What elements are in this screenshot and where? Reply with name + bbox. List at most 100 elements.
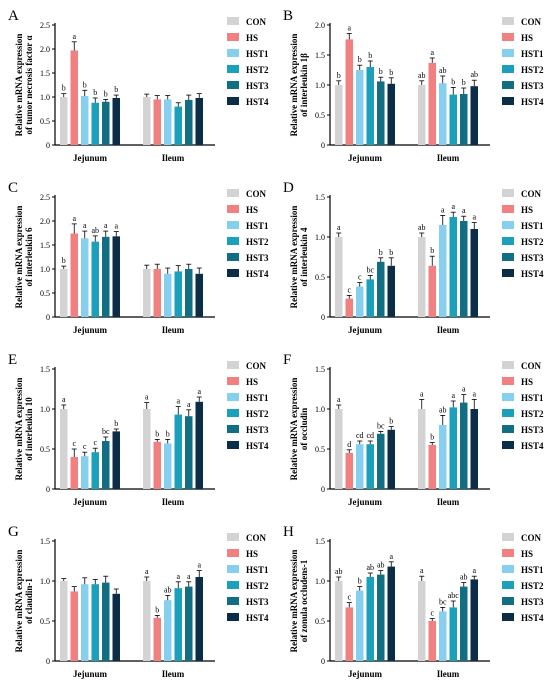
panel-g-category-label: Ileum (162, 669, 185, 679)
panel-f-significance-letter: cd (366, 431, 374, 440)
panel-e-legend-swatch (227, 377, 239, 385)
panel-h-bar (377, 574, 385, 661)
panel-e-legend-label: HS (246, 377, 258, 387)
panel-b-bar (460, 94, 468, 145)
panel-g-legend-swatch (227, 533, 239, 541)
panel-f-legend-swatch (502, 441, 514, 449)
panel-d-bar (335, 237, 343, 317)
panel-d-bar (460, 221, 468, 317)
panel-e-significance-letter: a (176, 397, 180, 406)
panel-e-significance-letter: c (83, 442, 87, 451)
panel-d-bar (366, 279, 374, 317)
panel-c-ytick-label: 0.5 (40, 289, 50, 298)
panel-f-ylabel-line: of occludin (299, 408, 309, 450)
panel-e-ytick-label: 1.0 (40, 405, 50, 414)
panel-e-significance-letter: b (166, 429, 170, 438)
panel-c-legend-swatch (227, 189, 239, 197)
panel-e-bar (143, 409, 151, 489)
panel-c-ylabel-line: of interleukin 6 (24, 227, 34, 287)
panel-f-significance-letter: a (337, 395, 341, 404)
panel-a-category-label: Ileum (162, 153, 185, 163)
panel-g-legend-swatch (227, 565, 239, 573)
panel-b-bar (387, 83, 395, 145)
panel-f-ytick-label: 0.5 (315, 445, 325, 454)
panel-h-ylabel: Relative mRNA expressionof zonula occlud… (289, 550, 309, 653)
panel-h-significance-letter: bc (439, 597, 447, 606)
panel-b-significance-letter: ab (418, 71, 426, 80)
panel-h-legend-swatch (502, 565, 514, 573)
panel-g-legend-swatch (227, 613, 239, 621)
panel-g-significance-letter: a (187, 572, 191, 581)
panel-a-significance-letter: b (104, 89, 108, 98)
panel-c-ytick-label: 1.5 (40, 241, 50, 250)
panel-d-significance-letter: b (430, 246, 434, 255)
panel-c-significance-letter: a (72, 214, 76, 223)
panel-f-letter: F (283, 352, 291, 368)
panel-a-legend-swatch (227, 49, 239, 57)
panel-f-ylabel: Relative mRNA expressionof occludin (289, 378, 309, 481)
panel-b-significance-letter: b (389, 68, 393, 77)
panel-a-legend-label: HST1 (246, 49, 269, 59)
panel-a-significance-letter: b (62, 84, 66, 93)
panel-h-category-label: Ileum (437, 669, 460, 679)
panel-e-bar (81, 456, 89, 489)
panel-g-bar (185, 586, 193, 661)
panel-a-legend-swatch (227, 81, 239, 89)
panel-g-bar (91, 584, 99, 661)
panel-d-bar (439, 225, 447, 317)
panel-g-bar (112, 593, 120, 661)
panel-c-bar (81, 238, 89, 317)
panel-e-significance-letter: c (72, 439, 76, 448)
panel-a-bar (70, 50, 78, 145)
panel-h-significance-letter: a (472, 566, 476, 575)
panel-c-category-label: Ileum (162, 325, 185, 335)
panel-b-legend-swatch (502, 33, 514, 41)
panel-f-significance-letter: b (389, 417, 393, 426)
panel-e-legend-swatch (227, 361, 239, 369)
panel-f-significance-letter: d (347, 440, 351, 449)
panel-f-significance-letter: b (430, 433, 434, 442)
panel-b-significance-letter: a (430, 48, 434, 57)
panel-e-significance-letter: a (145, 393, 149, 402)
panel-h-legend-label: HST2 (521, 581, 544, 591)
panel-a-category-label: Jejunum (73, 153, 108, 163)
panel-h-legend-swatch (502, 581, 514, 589)
panel-c-significance-letter: a (114, 222, 118, 231)
panel-h-legend-swatch (502, 613, 514, 621)
panel-b-significance-letter: b (451, 77, 455, 86)
panel-c-bar (60, 269, 68, 317)
panel-e-legend-swatch (227, 441, 239, 449)
panel-h-significance-letter: ab (366, 563, 374, 572)
panel-b-category-label: Ileum (437, 153, 460, 163)
panel-e-ylabel-line: of interleukin 10 (24, 397, 34, 461)
panel-d-legend-label: HS (521, 205, 533, 215)
panel-a-ytick-label: 0 (46, 141, 50, 150)
panel-a-ylabel-line: Relative mRNA expression (14, 34, 24, 137)
panel-h-bar (460, 586, 468, 661)
panel-f-significance-letter: a (472, 389, 476, 398)
panel-h-ytick-label: 1.5 (315, 537, 325, 546)
panel-f-bar (449, 407, 457, 489)
panel-c-ylabel-line: Relative mRNA expression (14, 206, 24, 309)
panel-b-significance-letter: b (379, 67, 383, 76)
panel-b-significance-letter: ab (439, 66, 447, 75)
panel-e-significance-letter: a (187, 400, 191, 409)
panel-f-significance-letter: a (420, 389, 424, 398)
panel-h-letter: H (283, 524, 294, 540)
panel-e-category-label: Ileum (162, 497, 185, 507)
panel-g-legend-swatch (227, 581, 239, 589)
panel-a-ytick-label: 1.0 (40, 93, 50, 102)
panel-d-bar (356, 286, 364, 317)
panel-e-bar (185, 416, 193, 489)
panel-c-bar (174, 271, 182, 317)
panel-f-legend-label: HST3 (521, 425, 544, 435)
panel-f-legend-label: HS (521, 377, 533, 387)
panel-b-ytick-label: 0.5 (315, 111, 325, 120)
panel-c-ytick-label: 2.5 (40, 193, 50, 202)
panel-a-ylabel-line: of tumor necrosis factor α (24, 35, 34, 134)
panel-g-significance-letter: a (176, 572, 180, 581)
panel-a-bar (164, 99, 172, 145)
panel-f-bar (428, 445, 436, 489)
panel-c-legend-label: HST4 (246, 269, 269, 279)
panel-e-legend-swatch (227, 393, 239, 401)
